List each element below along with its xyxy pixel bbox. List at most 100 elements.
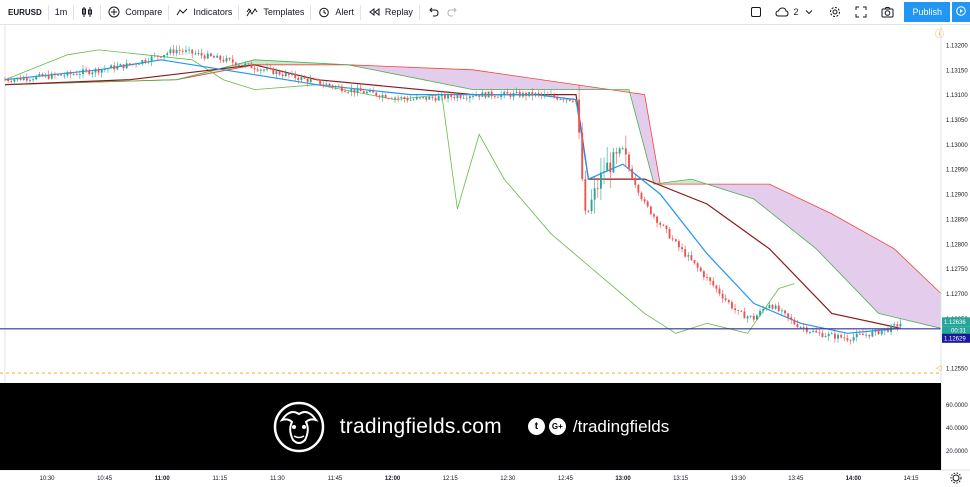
chart-style-button[interactable] — [74, 0, 100, 25]
axis-settings-button[interactable] — [950, 472, 962, 484]
candle-body — [840, 334, 843, 338]
time-axis[interactable]: 10:30 10:45 11:00 11:15 11:30 11:45 12:00 12:15… — [0, 469, 970, 487]
horizontal-line-price-label: 1.12629 — [944, 336, 966, 342]
twitter-icon: t — [527, 418, 545, 435]
candle-body — [731, 302, 733, 309]
candle-body — [381, 94, 384, 98]
layout-button[interactable] — [743, 0, 769, 25]
compare-button[interactable]: Compare — [101, 0, 168, 25]
toolbar-divider — [359, 4, 361, 20]
time-tick-label: 12:00 — [385, 476, 401, 482]
candle-body — [883, 328, 886, 331]
settings-button[interactable] — [822, 0, 848, 25]
indicators-button[interactable]: Indicators — [169, 0, 238, 25]
candle-body — [559, 99, 562, 101]
redo-button[interactable] — [446, 0, 466, 25]
candle-body — [431, 96, 434, 98]
candle-body — [200, 53, 203, 56]
play-button[interactable] — [952, 2, 970, 22]
candle-body — [238, 65, 240, 66]
candle-body — [247, 63, 250, 65]
candle-body — [147, 61, 150, 63]
candle-body — [328, 83, 331, 86]
last-price-badge — [942, 317, 970, 327]
candle-body — [665, 225, 668, 230]
cloud-save-button[interactable]: 2 — [769, 0, 822, 25]
candle-body — [500, 94, 503, 98]
candle-body — [91, 72, 94, 75]
candle-body — [372, 90, 375, 93]
candle-body — [412, 99, 415, 101]
candle-body — [144, 60, 147, 63]
alert-button[interactable]: Alert — [311, 0, 360, 25]
candle-body — [378, 95, 381, 98]
brand-name: tradingfields.com — [339, 414, 502, 438]
alert-info-icon[interactable]: ⓘ — [935, 29, 944, 39]
candle-body — [287, 72, 290, 75]
candle-body — [771, 304, 774, 309]
candle-body — [69, 72, 72, 75]
chevron-down-icon — [802, 5, 816, 19]
time-tick-label: 14:15 — [903, 476, 919, 482]
undo-button[interactable] — [420, 0, 446, 25]
candle-body — [194, 53, 197, 55]
candle-body — [478, 95, 481, 97]
candle-body — [322, 84, 325, 86]
price-axis[interactable]: ⓘ 1.13200 1.13150 1.13100 1.13050 1.13000 1.1… — [935, 25, 970, 487]
interval-button[interactable]: 1m — [49, 0, 74, 25]
symbol-search[interactable]: EURUSD — [0, 0, 48, 25]
candle-body — [244, 63, 247, 66]
indicator-wave-icon — [175, 5, 189, 19]
candle-body — [116, 65, 119, 70]
candle-body — [437, 96, 440, 101]
candle-body — [459, 95, 462, 99]
candle-body — [528, 91, 531, 97]
candle-body — [543, 94, 546, 96]
time-tick-label: 11:45 — [328, 476, 343, 482]
candle-body — [256, 69, 259, 71]
price-chart[interactable]: ⓘ 1.13200 1.13150 1.13100 1.13050 1.13000 1.1… — [0, 25, 970, 487]
candle-body — [509, 93, 512, 97]
candle-body — [649, 206, 652, 215]
publish-button[interactable]: Publish — [904, 2, 950, 22]
candle-body — [356, 88, 359, 93]
candle-body — [344, 91, 347, 92]
candle-body — [493, 96, 496, 98]
candle-body — [185, 50, 187, 52]
candle-body — [297, 77, 300, 80]
candle-body — [35, 76, 38, 80]
candle-body — [812, 330, 815, 332]
candle-body — [487, 91, 490, 98]
candle-body — [440, 94, 443, 97]
candle-body — [849, 340, 852, 342]
candle-body — [131, 63, 134, 65]
candle-body — [709, 277, 712, 281]
candle-body — [88, 70, 91, 75]
candle-body — [752, 315, 755, 320]
candle-body — [880, 330, 883, 335]
fullscreen-button[interactable] — [848, 0, 874, 25]
snapshot-button[interactable] — [874, 0, 900, 25]
candle-body — [887, 328, 889, 332]
candle-body — [141, 60, 144, 64]
candle-body — [553, 94, 556, 98]
candle-body — [22, 77, 25, 81]
candle-body — [871, 331, 874, 337]
alarm-clock-icon — [317, 5, 331, 19]
candle-body — [85, 69, 88, 71]
time-tick-label: 10:45 — [97, 476, 113, 482]
templates-button[interactable]: Templates — [239, 0, 310, 25]
interval-label: 1m — [54, 7, 68, 17]
replay-button[interactable]: Replay — [361, 0, 419, 25]
candle-body — [796, 324, 799, 328]
candle-body — [668, 229, 671, 239]
candle-body — [269, 67, 272, 69]
candle-body — [612, 152, 615, 173]
candle-body — [10, 80, 13, 82]
candle-body — [581, 132, 584, 180]
alert-label: Alert — [335, 7, 354, 17]
candle-body — [300, 77, 303, 80]
candles-icon — [80, 5, 94, 19]
candle-body — [749, 315, 752, 317]
candle-body — [702, 271, 705, 278]
